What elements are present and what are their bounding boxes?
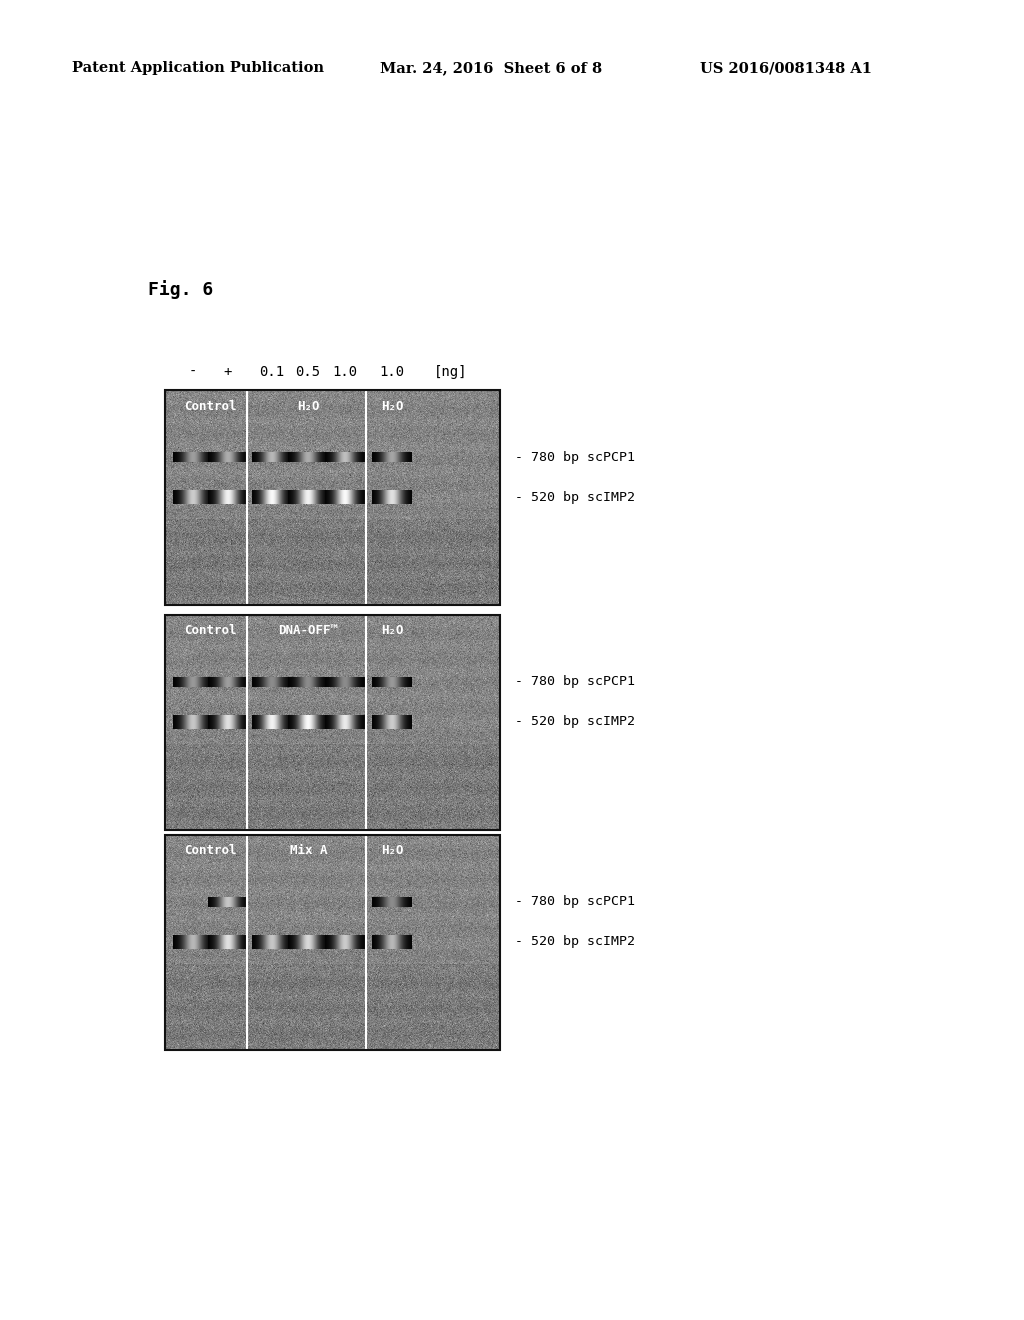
Text: H₂O: H₂O xyxy=(381,845,403,858)
Text: - 780 bp scPCP1: - 780 bp scPCP1 xyxy=(515,450,635,463)
Bar xyxy=(165,615,500,830)
Text: - 780 bp scPCP1: - 780 bp scPCP1 xyxy=(515,895,635,908)
Text: - 520 bp scIMP2: - 520 bp scIMP2 xyxy=(515,936,635,949)
Text: 0.1: 0.1 xyxy=(259,366,285,379)
Text: -: - xyxy=(188,366,198,379)
Text: Mar. 24, 2016  Sheet 6 of 8: Mar. 24, 2016 Sheet 6 of 8 xyxy=(380,61,602,75)
Text: - 520 bp scIMP2: - 520 bp scIMP2 xyxy=(515,715,635,729)
Text: 1.0: 1.0 xyxy=(380,366,404,379)
Text: Control: Control xyxy=(184,845,237,858)
Text: Fig. 6: Fig. 6 xyxy=(148,281,213,300)
Text: 0.5: 0.5 xyxy=(296,366,321,379)
Text: Patent Application Publication: Patent Application Publication xyxy=(72,61,324,75)
Text: Control: Control xyxy=(184,400,237,412)
Bar xyxy=(165,836,500,1049)
Text: - 780 bp scPCP1: - 780 bp scPCP1 xyxy=(515,676,635,689)
Bar xyxy=(165,389,500,605)
Text: Mix A: Mix A xyxy=(290,845,328,858)
Text: H₂O: H₂O xyxy=(297,400,319,412)
Text: 1.0: 1.0 xyxy=(333,366,357,379)
Text: H₂O: H₂O xyxy=(381,624,403,638)
Text: DNA-OFF™: DNA-OFF™ xyxy=(279,624,339,638)
Text: - 520 bp scIMP2: - 520 bp scIMP2 xyxy=(515,491,635,503)
Text: Control: Control xyxy=(184,624,237,638)
Text: US 2016/0081348 A1: US 2016/0081348 A1 xyxy=(700,61,872,75)
Text: +: + xyxy=(224,366,232,379)
Text: [ng]: [ng] xyxy=(434,366,468,379)
Text: H₂O: H₂O xyxy=(381,400,403,412)
